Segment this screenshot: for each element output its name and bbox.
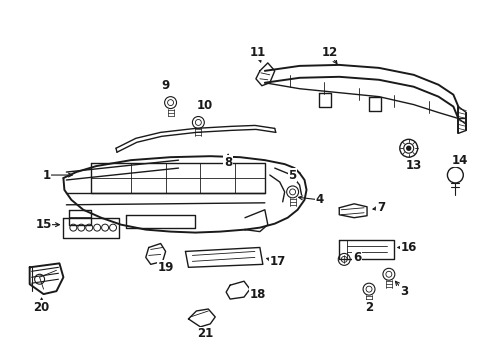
Text: 16: 16	[400, 241, 416, 254]
Text: 10: 10	[197, 99, 213, 112]
Text: 9: 9	[161, 79, 169, 92]
Text: 6: 6	[352, 251, 361, 264]
Text: 14: 14	[451, 154, 468, 167]
Text: 18: 18	[249, 288, 265, 301]
Text: 15: 15	[35, 218, 52, 231]
Circle shape	[406, 146, 410, 150]
Text: 19: 19	[157, 261, 173, 274]
Text: 11: 11	[249, 46, 265, 59]
Text: 17: 17	[269, 255, 285, 268]
Text: 13: 13	[405, 159, 421, 172]
Text: 21: 21	[197, 327, 213, 340]
Text: 12: 12	[321, 46, 337, 59]
Text: 20: 20	[33, 301, 50, 314]
Text: 4: 4	[315, 193, 323, 206]
Text: 1: 1	[42, 168, 50, 181]
Text: 8: 8	[224, 156, 232, 168]
Text: 2: 2	[364, 301, 372, 314]
Text: 3: 3	[399, 285, 407, 298]
Text: 7: 7	[376, 201, 384, 214]
Text: 5: 5	[288, 168, 296, 181]
